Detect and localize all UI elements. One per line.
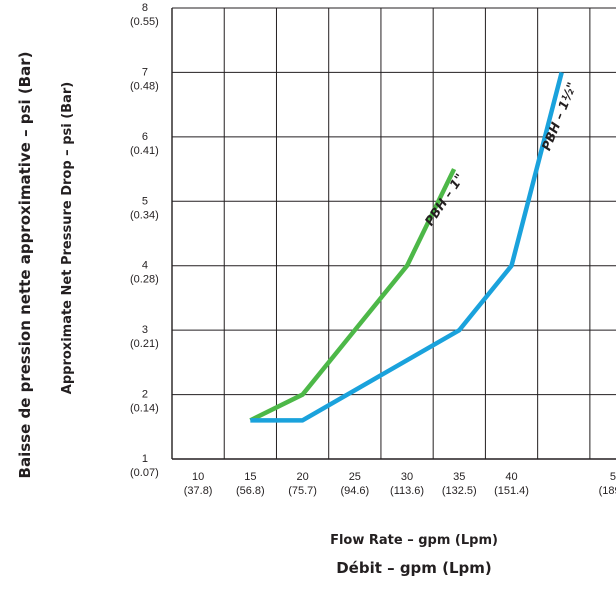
y-tick-label-bar: (0.21) (130, 338, 159, 350)
x-tick-label-lpm: (189.3) (599, 485, 616, 497)
y-tick-label: 1 (142, 453, 148, 465)
series-lines (249, 71, 564, 423)
y-tick-label: 5 (142, 195, 148, 207)
y-tick-label: 2 (142, 389, 148, 401)
x-tick-label-lpm: (113.6) (390, 485, 424, 497)
y-tick-label: 8 (142, 2, 148, 14)
x-tick-label-lpm: (94.6) (340, 485, 369, 497)
x-tick-label: 10 (192, 471, 204, 483)
y-tick-label: 7 (142, 66, 148, 78)
y-tick-label-bar: (0.41) (130, 145, 159, 157)
y-tick-label: 3 (142, 324, 148, 336)
series-line-2 (250, 71, 564, 423)
y-tick-label-bar: (0.14) (130, 403, 159, 415)
y-tick-label: 6 (142, 131, 148, 143)
x-tick-label: 50 (610, 471, 616, 483)
x-tick-label: 15 (244, 471, 256, 483)
x-tick-label-lpm: (151.4) (494, 485, 529, 497)
y-tick-label-bar: (0.55) (130, 16, 159, 28)
grid (171, 7, 616, 460)
x-tick-label: 25 (349, 471, 361, 483)
series-labels: PBH – 1"PBH – 1½" (421, 80, 579, 228)
series-label-1: PBH – 1" (421, 171, 467, 229)
x-axis-title-fr: Débit – gpm (Lpm) (336, 559, 492, 577)
y-tick-label-bar: (0.48) (130, 80, 159, 92)
x-tick-label: 35 (453, 471, 465, 483)
x-tick-label-lpm: (75.7) (288, 485, 317, 497)
y-tick-label-bar: (0.28) (130, 274, 159, 286)
x-tick-label: 40 (505, 471, 517, 483)
x-tick-label: 20 (296, 471, 308, 483)
y-tick-label: 4 (142, 260, 148, 272)
series-line-1 (249, 168, 457, 423)
y-axis-title-fr: Baisse de pression nette approximative –… (16, 52, 34, 479)
tick-labels: 1 (0.07) 2 (0.14) 3 (0.21) 4 (0.28) 5 (0.34) 6 (0.4… (130, 2, 616, 497)
x-axis-title-en: Flow Rate – gpm (Lpm) (330, 533, 498, 548)
y-tick-label-bar: (0.34) (130, 209, 159, 221)
y-axis-title-en: Approximate Net Pressure Drop – psi (Bar… (60, 82, 75, 394)
x-tick-label-lpm: (37.8) (184, 485, 213, 497)
x-tick-label-lpm: (56.8) (236, 485, 265, 497)
x-tick-label: 30 (401, 471, 413, 483)
y-tick-label-bar: (0.07) (130, 467, 159, 479)
x-tick-label-lpm: (132.5) (442, 485, 477, 497)
